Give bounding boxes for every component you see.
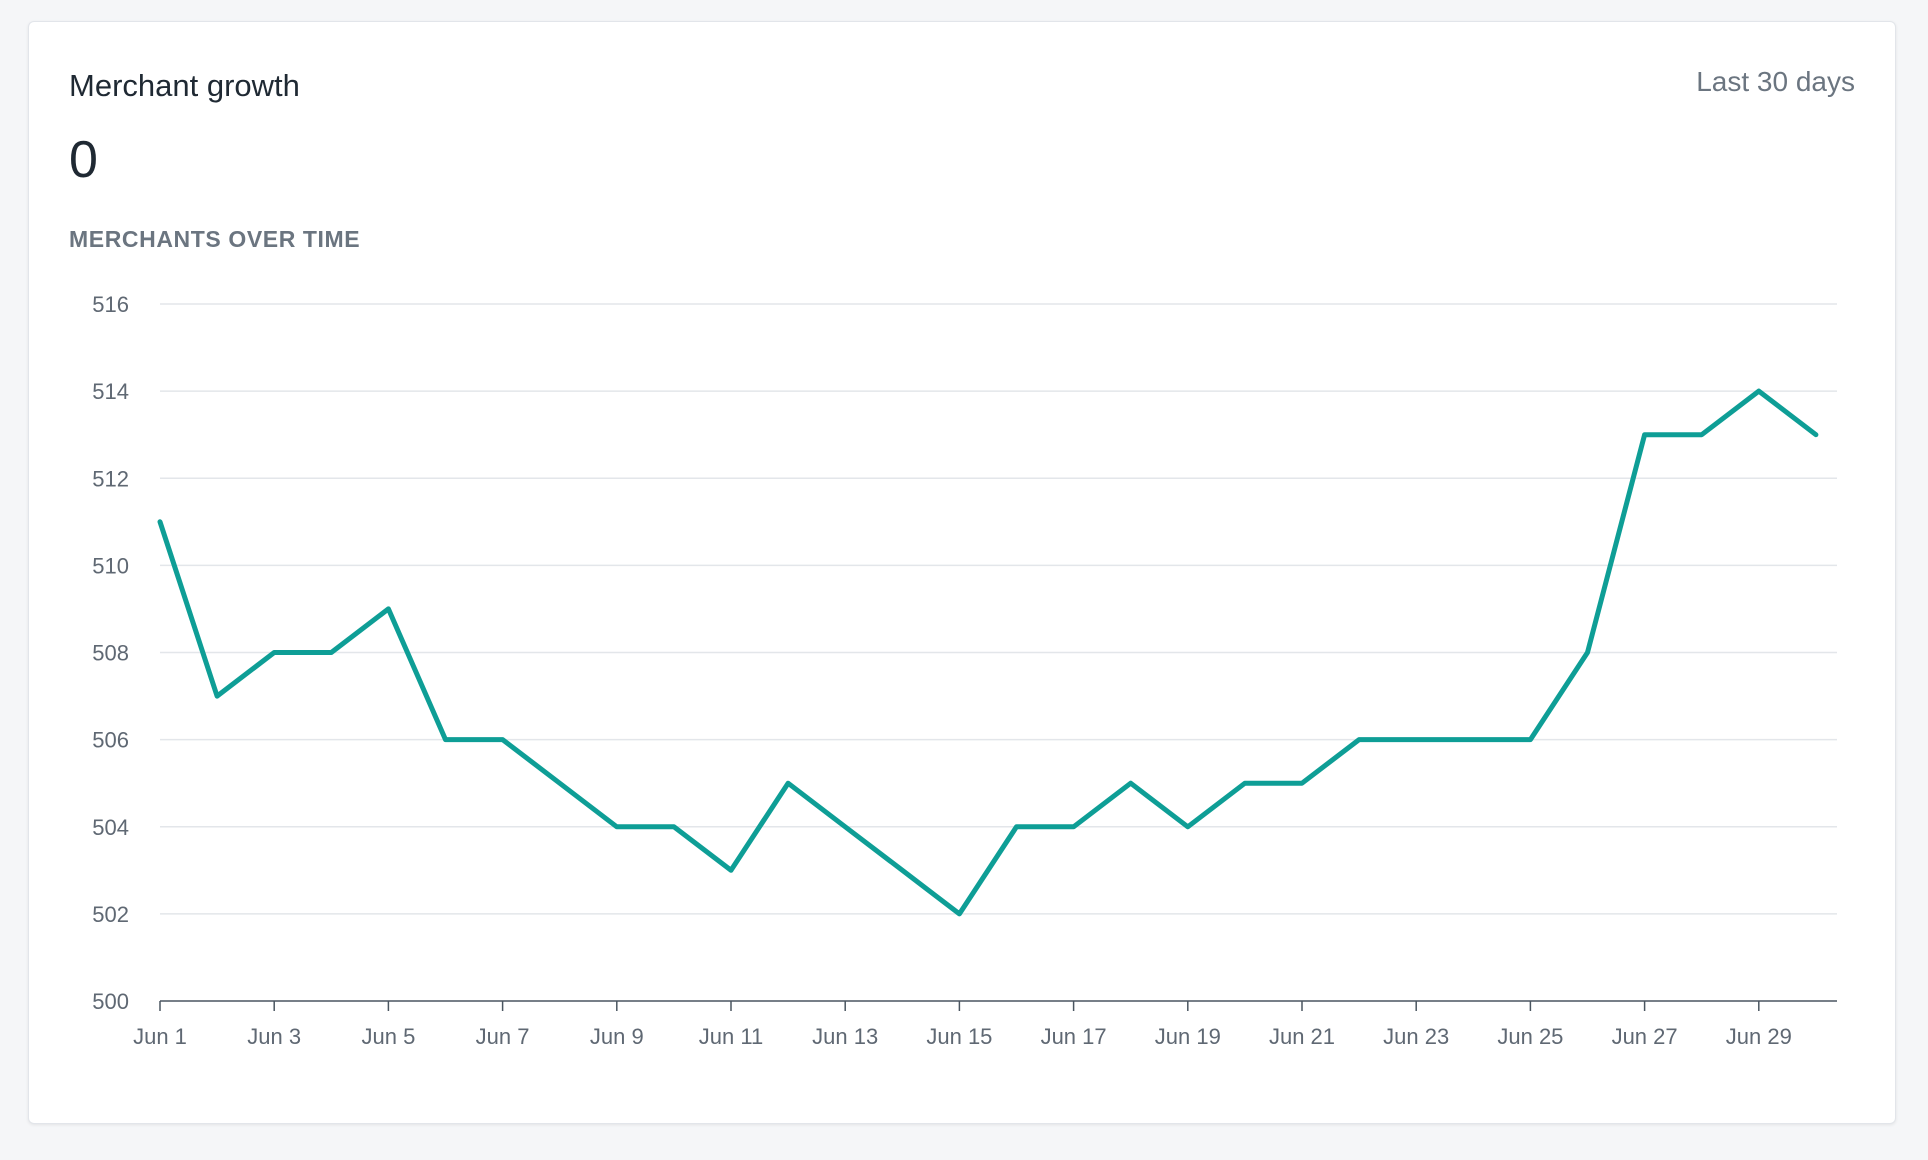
gridlines	[160, 303, 1837, 915]
series-line	[157, 388, 1819, 917]
y-tick-label: 510	[92, 553, 129, 578]
x-tick-label: Jun 11	[699, 1024, 763, 1049]
y-tick-label: 504	[92, 815, 129, 840]
x-tick-label: Jun 9	[590, 1024, 644, 1049]
metric-value: 0	[69, 131, 98, 189]
x-tick-label: Jun 13	[812, 1024, 878, 1049]
x-tick-label: Jun 25	[1497, 1024, 1563, 1049]
date-range-label[interactable]: Last 30 days	[1696, 66, 1855, 97]
y-tick-label: 500	[92, 989, 129, 1014]
y-axis-labels: 500 502 504 506 508 510 512 514 516	[92, 292, 129, 1014]
x-tick-label: Jun 29	[1726, 1024, 1792, 1049]
y-tick-label: 516	[92, 292, 129, 317]
x-tick-label: Jun 3	[247, 1024, 301, 1049]
series-layer	[157, 388, 1819, 917]
x-tick-label: Jun 7	[476, 1024, 530, 1049]
x-tick-label: Jun 27	[1612, 1024, 1678, 1049]
x-tick-label: Jun 1	[133, 1024, 187, 1049]
x-tick-label: Jun 19	[1155, 1024, 1221, 1049]
x-tick-label: Jun 21	[1269, 1024, 1335, 1049]
x-tick-label: Jun 17	[1041, 1024, 1107, 1049]
x-tick-label: Jun 5	[361, 1024, 415, 1049]
y-tick-label: 508	[92, 641, 129, 666]
y-tick-label: 512	[92, 466, 129, 491]
x-tick-label: Jun 15	[926, 1024, 992, 1049]
card-title: Merchant growth	[69, 68, 300, 103]
y-tick-label: 514	[92, 379, 129, 404]
chart-subtitle: MERCHANTS OVER TIME	[69, 226, 361, 252]
merchant-growth-card: Merchant growth Last 30 days 0 MERCHANTS…	[28, 21, 1896, 1124]
x-axis-labels: Jun 1 Jun 3 Jun 5 Jun 7 Jun 9 Jun 11 Jun 13 Jun…	[133, 1001, 1792, 1049]
y-tick-label: 506	[92, 728, 129, 753]
y-tick-label: 502	[92, 902, 129, 927]
x-tick-label: Jun 23	[1383, 1024, 1449, 1049]
